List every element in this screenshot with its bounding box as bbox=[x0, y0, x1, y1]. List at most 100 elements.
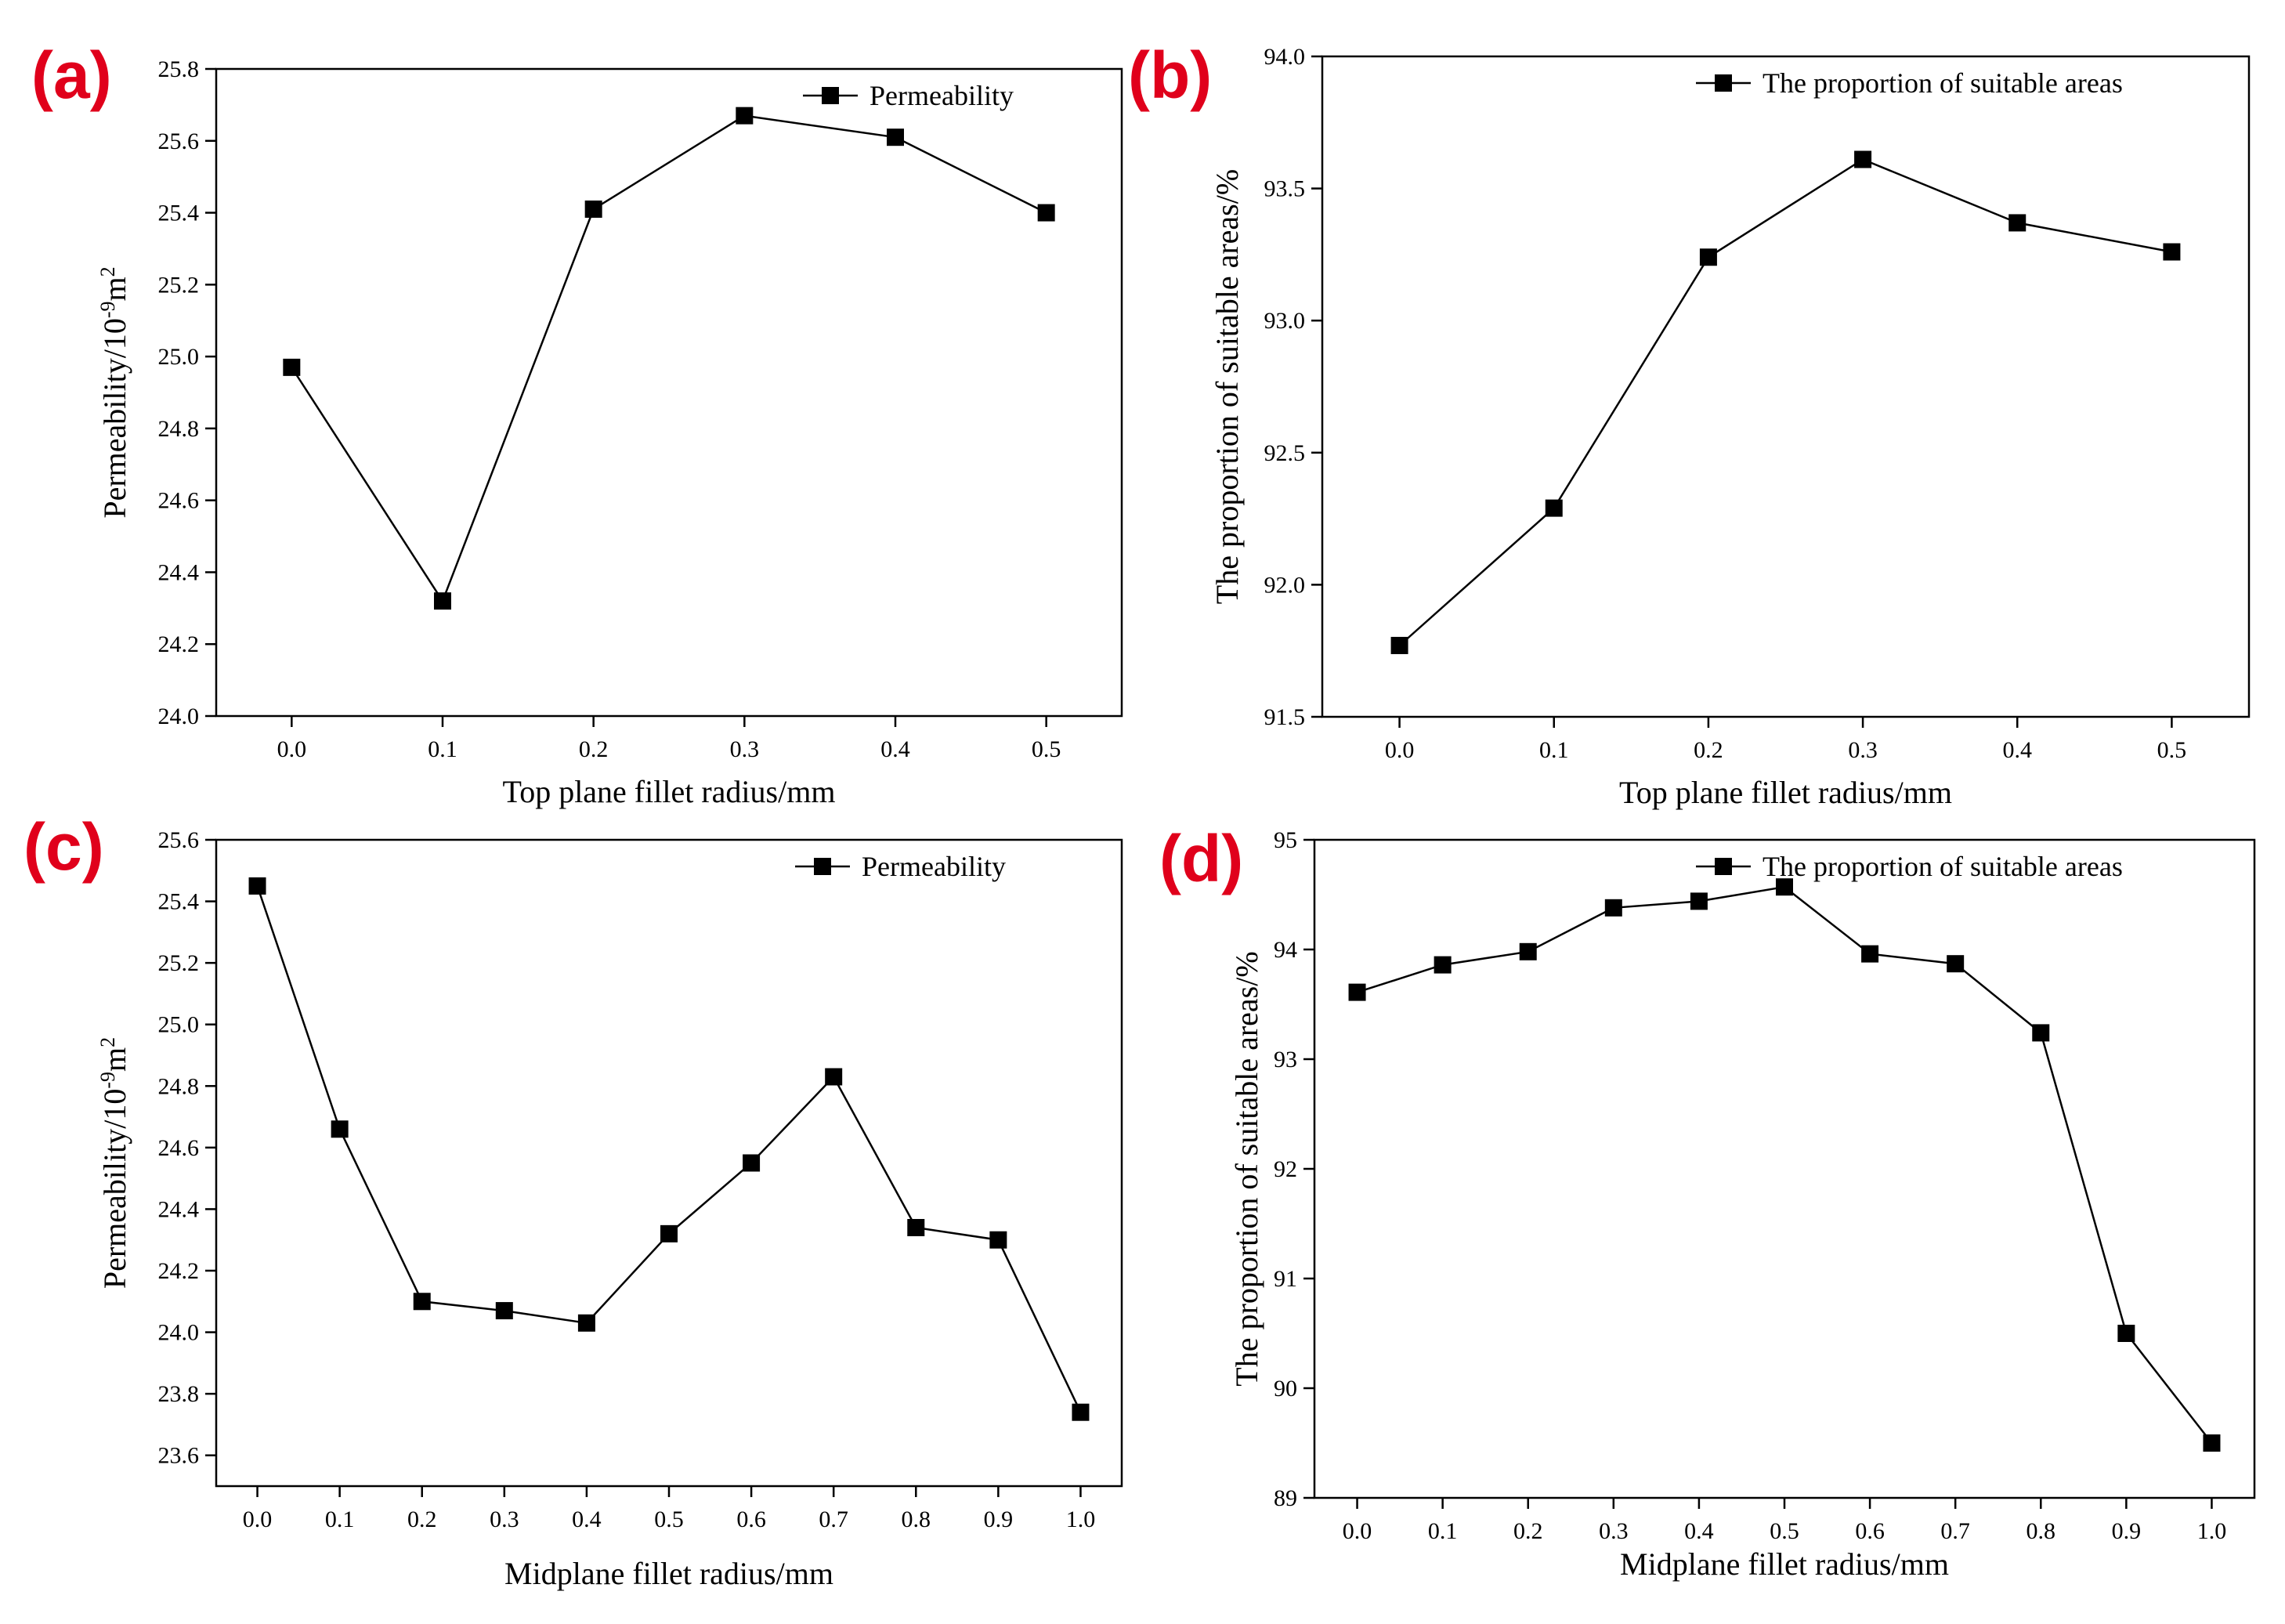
legend-marker bbox=[814, 858, 831, 875]
panel-b: (b) 0.0 0.1 0.2 0.3 0.4 0.5 91.5 92.0 92.5 93.0 93.… bbox=[1128, 38, 2251, 810]
x-tick-label: 0.5 bbox=[654, 1506, 684, 1532]
panel-label: (d) bbox=[1159, 822, 1243, 895]
x-axis-title: Midplane fillet radius/mm bbox=[1620, 1546, 1949, 1582]
y-tick-label: 25.6 bbox=[158, 128, 200, 154]
x-tick-label: 0.3 bbox=[1599, 1518, 1629, 1544]
x-tick-label: 0.4 bbox=[572, 1506, 602, 1532]
y-axis-title: Permeability/10-9m2 bbox=[96, 1037, 133, 1289]
y-tick-label: 24.0 bbox=[158, 1320, 200, 1346]
y-tick-label: 24.4 bbox=[158, 559, 200, 585]
data-point bbox=[577, 1314, 595, 1332]
y-tick-label: 92.5 bbox=[1264, 440, 1306, 466]
data-point bbox=[1947, 955, 1965, 973]
y-tick-label: 93.0 bbox=[1264, 308, 1306, 334]
data-point bbox=[2117, 1325, 2135, 1342]
data-point bbox=[1519, 942, 1537, 960]
y-tick-label: 25.2 bbox=[158, 272, 200, 298]
y-tick-label: 25.6 bbox=[158, 827, 200, 853]
y-tick-label: 91.5 bbox=[1264, 704, 1306, 730]
y-tick-label: 24.6 bbox=[158, 488, 200, 514]
x-tick-label: 0.6 bbox=[1855, 1518, 1885, 1544]
data-point bbox=[413, 1293, 431, 1311]
data-point bbox=[331, 1120, 349, 1138]
data-point bbox=[2032, 1024, 2050, 1042]
panel-label: (b) bbox=[1128, 38, 1212, 112]
y-tick-label: 25.4 bbox=[158, 889, 200, 915]
y-tick-label: 24.2 bbox=[158, 631, 200, 657]
series-line bbox=[1398, 158, 2172, 646]
x-tick-label: 0.3 bbox=[1848, 737, 1878, 763]
data-point bbox=[495, 1302, 513, 1320]
y-tick-label: 90 bbox=[1274, 1376, 1297, 1402]
x-tick-label: 0.1 bbox=[325, 1506, 355, 1532]
y-tick-label: 92 bbox=[1274, 1156, 1297, 1182]
y-tick-label: 24.0 bbox=[158, 703, 200, 729]
data-point bbox=[1390, 636, 1408, 654]
y-tick-label: 25.2 bbox=[158, 950, 200, 976]
data-point bbox=[1072, 1403, 1090, 1421]
x-tick-label: 0.9 bbox=[2112, 1518, 2142, 1544]
x-tick-label: 0.2 bbox=[579, 736, 609, 762]
x-tick-label: 0.0 bbox=[277, 736, 307, 762]
x-tick-label: 0.8 bbox=[902, 1506, 931, 1532]
x-tick-label: 0.5 bbox=[1032, 736, 1061, 762]
y-tick-label: 23.6 bbox=[158, 1443, 200, 1469]
data-point bbox=[248, 877, 266, 895]
x-axis-title: Top plane fillet radius/mm bbox=[1619, 775, 1952, 810]
y-tick-label: 93 bbox=[1274, 1047, 1297, 1072]
panel-a: (a) 0.0 0.1 0.2 0.3 0.4 0.5 24.0 24.2 24.4 24.6 24.… bbox=[31, 38, 1123, 809]
y-tick-label: 25.0 bbox=[158, 1012, 200, 1038]
plot-frame bbox=[1313, 838, 2256, 1499]
panel-label: (a) bbox=[31, 38, 112, 112]
plot-frame bbox=[215, 67, 1123, 718]
data-point bbox=[1604, 899, 1622, 917]
data-point bbox=[1037, 204, 1055, 222]
data-point bbox=[736, 107, 754, 125]
data-point bbox=[283, 358, 301, 376]
series-line bbox=[256, 885, 1082, 1413]
x-axis-title: Top plane fillet radius/mm bbox=[503, 774, 836, 809]
y-tick-label: 93.5 bbox=[1264, 176, 1306, 202]
x-tick-label: 0.2 bbox=[1513, 1518, 1543, 1544]
data-point bbox=[1545, 499, 1563, 517]
x-tick-label: 0.0 bbox=[1385, 737, 1415, 763]
y-tick-label: 25.0 bbox=[158, 344, 200, 370]
y-tick-label: 24.6 bbox=[158, 1135, 200, 1161]
x-tick-label: 0.1 bbox=[428, 736, 457, 762]
x-tick-label: 0.4 bbox=[2003, 737, 2033, 763]
x-tick-label: 0.4 bbox=[880, 736, 910, 762]
y-tick-label: 94.0 bbox=[1264, 44, 1306, 70]
data-point bbox=[1776, 878, 1793, 896]
x-tick-label: 1.0 bbox=[2197, 1518, 2227, 1544]
y-axis-title: The proportion of suitable areas/% bbox=[1229, 951, 1264, 1386]
series-line bbox=[291, 114, 1047, 603]
data-point bbox=[1690, 892, 1708, 910]
legend-label: The proportion of suitable areas bbox=[1763, 851, 2123, 882]
y-tick-label: 23.8 bbox=[158, 1381, 200, 1407]
data-point bbox=[2163, 243, 2181, 261]
x-tick-label: 0.9 bbox=[984, 1506, 1014, 1532]
x-tick-label: 0.7 bbox=[1940, 1518, 1970, 1544]
legend-marker bbox=[1715, 858, 1732, 875]
y-axis-title: The proportion of suitable areas/% bbox=[1209, 169, 1245, 604]
data-point bbox=[2008, 214, 2026, 232]
legend-label: Permeability bbox=[870, 80, 1014, 111]
data-point bbox=[743, 1154, 761, 1172]
panel-c: (c) 0.0 0.1 0.2 0.3 0.4 0.5 0.6 0.7 0.8 0.9 1.0 23.6… bbox=[24, 810, 1123, 1591]
data-point bbox=[825, 1068, 843, 1086]
y-tick-label: 94 bbox=[1274, 937, 1297, 963]
panel-label: (c) bbox=[24, 810, 104, 884]
y-tick-label: 24.4 bbox=[158, 1196, 200, 1222]
x-tick-label: 0.5 bbox=[2157, 737, 2187, 763]
y-tick-label: 24.2 bbox=[158, 1258, 200, 1284]
data-point bbox=[434, 592, 451, 610]
x-tick-label: 0.7 bbox=[819, 1506, 848, 1532]
x-tick-label: 1.0 bbox=[1066, 1506, 1096, 1532]
plot-frame bbox=[215, 838, 1123, 1488]
x-tick-label: 0.1 bbox=[1428, 1518, 1458, 1544]
data-point bbox=[1434, 956, 1452, 974]
data-point bbox=[887, 128, 904, 146]
data-point bbox=[1861, 945, 1879, 963]
legend-marker bbox=[822, 87, 839, 104]
